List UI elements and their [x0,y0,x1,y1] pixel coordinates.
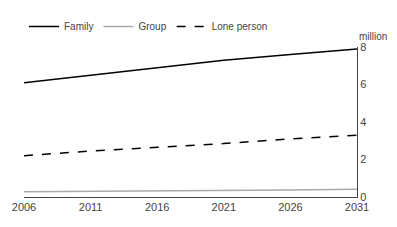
svg-text:0: 0 [360,191,366,203]
svg-text:4: 4 [360,116,366,128]
svg-text:Group: Group [138,21,166,32]
svg-text:2026: 2026 [278,201,302,213]
svg-text:8: 8 [360,41,366,53]
svg-text:Lone person: Lone person [212,21,268,32]
svg-text:2011: 2011 [79,201,103,213]
svg-text:6: 6 [360,78,366,90]
svg-text:2031: 2031 [345,201,369,213]
svg-text:2: 2 [360,153,366,165]
svg-text:million: million [359,31,387,42]
svg-text:2016: 2016 [145,201,169,213]
svg-text:Family: Family [64,21,93,32]
svg-text:2021: 2021 [212,201,236,213]
svg-text:2006: 2006 [12,201,36,213]
